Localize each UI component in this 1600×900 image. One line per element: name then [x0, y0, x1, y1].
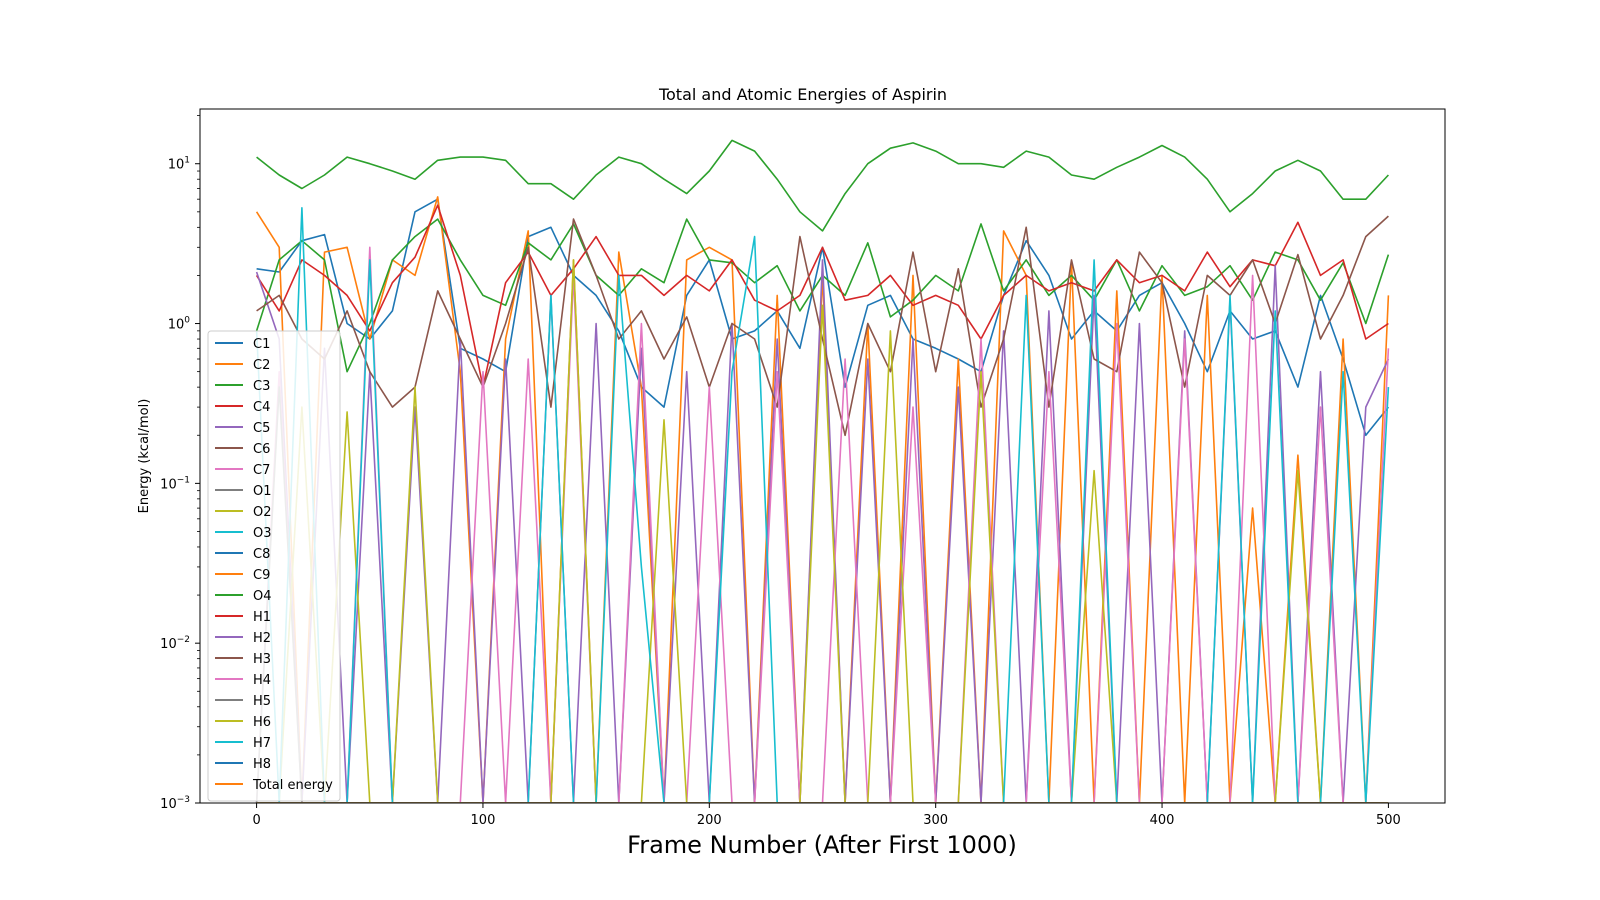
x-tick-label: 100 [471, 813, 496, 828]
legend-entry-label: H7 [253, 736, 271, 751]
legend-entry-label: H2 [253, 631, 271, 646]
legend-entry-label: H5 [253, 694, 271, 709]
legend-entry-label: C5 [253, 421, 270, 436]
legend-entry-label: O1 [253, 484, 272, 499]
plot-area-frame [199, 108, 1446, 804]
x-tick-label: 400 [1150, 813, 1175, 828]
series-line-6 [255, 246, 1390, 803]
x-axis: 0 100 200 300 400 500 [252, 803, 1401, 828]
legend-entry-label: H8 [253, 757, 271, 772]
legend-entry-label: H3 [253, 652, 271, 667]
legend-entry-label: C9 [253, 568, 270, 583]
legend-entry-label: O4 [253, 589, 272, 604]
series-layer [255, 139, 1390, 803]
y-tick-label: 101 [168, 156, 190, 173]
legend-entry-label: C1 [253, 337, 270, 352]
legend-entry-label: C2 [253, 358, 270, 373]
legend-entry-label: C6 [253, 442, 270, 457]
x-tick-label: 500 [1376, 813, 1401, 828]
y-tick-label: 100 [168, 316, 191, 333]
y-tick-label: 10−1 [160, 475, 190, 492]
legend-entry-label: C7 [253, 463, 270, 478]
legend-entry-label: C4 [253, 400, 270, 415]
legend-entry-label: H1 [253, 610, 271, 625]
y-axis: 10−3 10−2 10−1 100 101 [160, 115, 200, 812]
legend-box [207, 330, 341, 802]
series-line-3 [255, 204, 1389, 388]
chart-title: Total and Atomic Energies of Aspirin [658, 85, 947, 104]
x-tick-label: 0 [252, 813, 260, 828]
legend-entry-label: C3 [253, 379, 270, 394]
legend-entry-label: Total energy [252, 778, 333, 793]
x-axis-label: Frame Number (After First 1000) [627, 831, 1017, 859]
legend-entry-label: H6 [253, 715, 271, 730]
legend-entry-label: H4 [253, 673, 271, 688]
legend: C1 C2 C3 C4 C5 C6 C7 O1 O2 O3 C8 C9 O4 H1 H2 H3 H4 H5 H6 H7… [207, 330, 341, 802]
legend-entry-label: C8 [253, 547, 270, 562]
y-tick-label: 10−2 [160, 635, 190, 652]
x-tick-label: 200 [697, 813, 722, 828]
legend-entry-label: O3 [253, 526, 272, 541]
y-tick-label: 10−3 [160, 795, 190, 812]
y-axis-label: Energy (kcal/mol) [137, 399, 152, 514]
series-line-5 [256, 215, 1389, 437]
legend-entry-label: O2 [253, 505, 272, 520]
series-line-8 [256, 259, 1389, 803]
series-line-12 [256, 139, 1389, 232]
x-tick-label: 300 [923, 813, 948, 828]
